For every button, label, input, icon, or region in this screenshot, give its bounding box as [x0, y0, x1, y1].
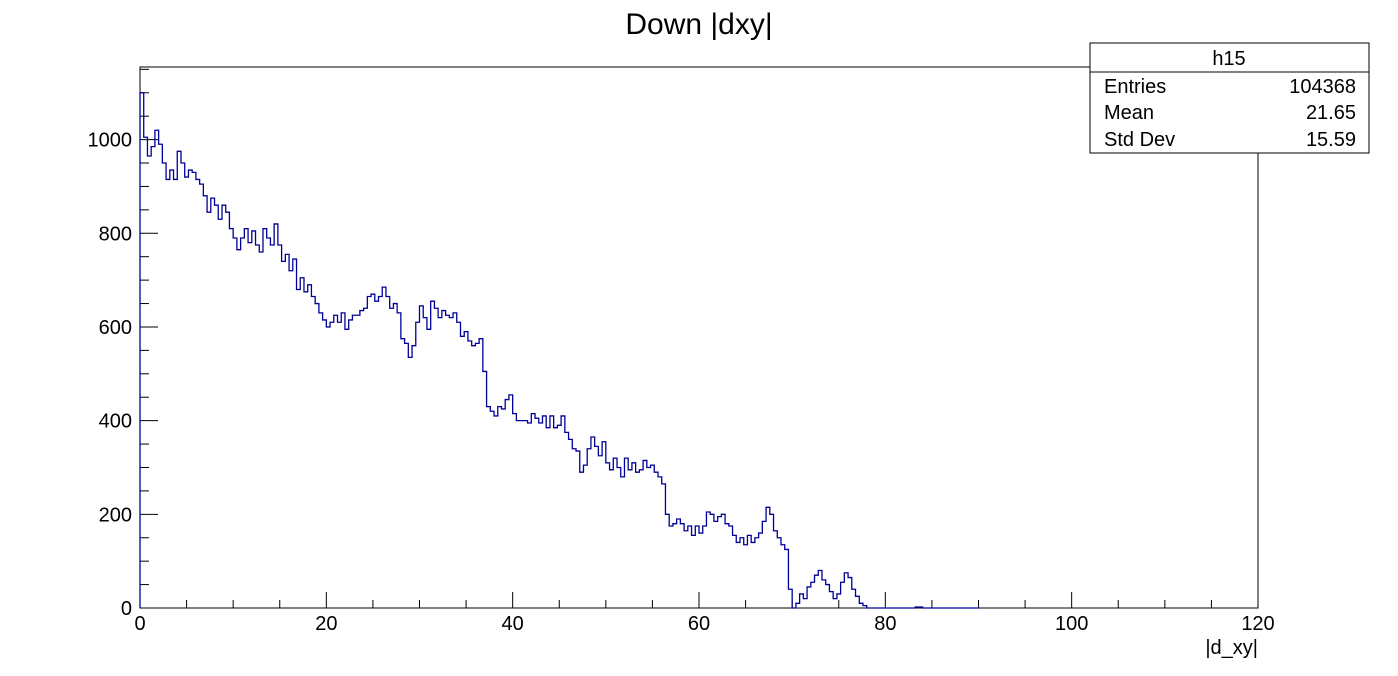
- y-tick-label: 600: [99, 317, 132, 339]
- x-tick-label: 40: [502, 613, 524, 635]
- stats-box: h15 Entries 104368 Mean 21.65 Std Dev 15…: [1089, 42, 1370, 154]
- x-axis-tick-labels: 0 20 40 60 80 100 120: [134, 613, 1274, 635]
- histogram-series-line: [139, 92, 979, 609]
- stats-mean-label: Mean: [1104, 102, 1154, 124]
- x-tick-label: 120: [1241, 613, 1274, 635]
- x-axis-label: |d_xy|: [1205, 637, 1258, 659]
- y-tick-label: 800: [99, 223, 132, 245]
- stats-entries-value: 104368: [1289, 76, 1356, 98]
- stats-mean-value: 21.65: [1306, 102, 1356, 124]
- y-tick-label: 200: [99, 504, 132, 526]
- chart-title: Down |dxy|: [625, 8, 772, 41]
- stats-entries-label: Entries: [1104, 76, 1166, 98]
- stats-stddev-value: 15.59: [1306, 129, 1356, 151]
- x-tick-label: 80: [874, 613, 896, 635]
- y-axis-ticks: [140, 68, 158, 609]
- x-tick-label: 100: [1055, 613, 1088, 635]
- x-axis-ticks: [139, 592, 1259, 608]
- y-tick-label: 1000: [88, 130, 133, 152]
- x-tick-label: 0: [134, 613, 145, 635]
- y-tick-label: 400: [99, 411, 132, 433]
- x-tick-label: 20: [315, 613, 337, 635]
- stats-box-frame: [1089, 42, 1370, 154]
- y-tick-label: 0: [121, 598, 132, 620]
- stats-stddev-label: Std Dev: [1104, 129, 1175, 151]
- stats-box-name: h15: [1212, 48, 1245, 70]
- x-tick-label: 60: [688, 613, 710, 635]
- y-axis-tick-labels: 0 200 400 600 800 1000: [88, 130, 133, 620]
